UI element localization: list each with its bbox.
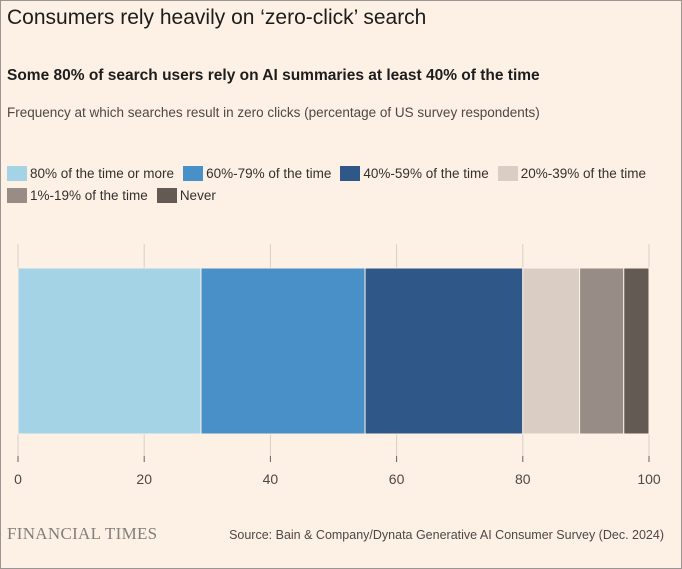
legend-swatch [497, 165, 518, 181]
x-axis-ticks: 0 20 40 60 80 100 [14, 456, 661, 487]
legend-item: 60%-79% of the time [183, 165, 332, 181]
legend-swatch [7, 187, 27, 203]
x-tick-label: 20 [136, 471, 152, 487]
legend-item: 20%-39% of the time [497, 165, 647, 181]
chart-title: Consumers rely heavily on ‘zero-click’ s… [7, 6, 427, 29]
bar-segment [200, 267, 366, 435]
bar-segment [623, 267, 650, 435]
legend-label: 1%-19% of the time [30, 187, 148, 203]
legend-row-2: 1%-19% of the time Never [7, 184, 667, 206]
bar-segments [17, 267, 650, 435]
chart-subtitle: Some 80% of search users rely on AI summ… [7, 67, 540, 84]
legend-item: Never [156, 187, 216, 203]
legend-swatch [7, 165, 27, 181]
legend-label: Never [179, 187, 216, 203]
legend-label: 20%-39% of the time [520, 165, 647, 181]
x-tick-label: 0 [14, 471, 22, 487]
bar-segment [17, 267, 202, 435]
bar-segment [364, 267, 524, 435]
source-note: Source: Bain & Company/Dynata Generative… [229, 528, 664, 542]
legend-item: 40%-59% of the time [340, 165, 489, 181]
legend-item: 80% of the time or more [7, 165, 175, 181]
legend: 80% of the time or more 60%-79% of the t… [7, 162, 667, 206]
ft-logo: FINANCIAL TIMES [7, 524, 158, 543]
legend-label: 60%-79% of the time [206, 165, 332, 181]
x-tick-label: 40 [263, 471, 279, 487]
bar-segment [522, 267, 581, 435]
legend-item: 1%-19% of the time [7, 187, 148, 203]
x-tick-label: 80 [515, 471, 531, 487]
legend-label: 40%-59% of the time [363, 165, 489, 181]
legend-row-1: 80% of the time or more 60%-79% of the t… [7, 162, 667, 184]
x-tick-label: 100 [637, 471, 661, 487]
legend-swatch [183, 165, 204, 181]
bar-segment [579, 267, 625, 435]
legend-swatch [340, 165, 361, 181]
chart-description: Frequency at which searches result in ze… [7, 105, 540, 120]
legend-label: 80% of the time or more [30, 165, 175, 181]
x-tick-label: 60 [389, 471, 405, 487]
legend-swatch [156, 187, 177, 203]
